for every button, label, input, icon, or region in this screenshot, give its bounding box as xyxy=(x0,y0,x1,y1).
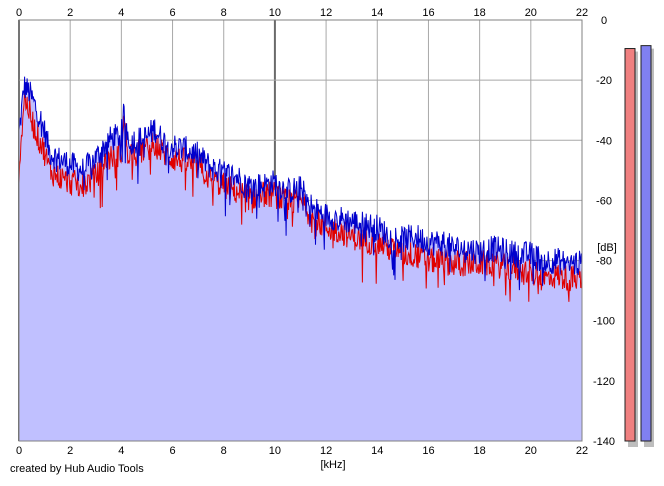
level-meters xyxy=(624,45,654,448)
x-tick-label-top: 0 xyxy=(16,7,22,19)
meter-left-bar xyxy=(624,48,636,442)
y-tick-label: -20 xyxy=(596,75,612,87)
x-tick-label-bottom: 0 xyxy=(16,445,22,457)
series-line-blue xyxy=(18,76,583,291)
x-tick-label-bottom: 12 xyxy=(320,445,332,457)
x-tick-label-bottom: 14 xyxy=(371,445,383,457)
x-tick-label-top: 6 xyxy=(169,7,175,19)
y-tick-label: -40 xyxy=(596,135,612,147)
x-tick-label-top: 22 xyxy=(576,7,588,19)
x-tick-label-bottom: 10 xyxy=(269,445,281,457)
x-tick-label-bottom: 8 xyxy=(221,445,227,457)
y-tick-label: -80 xyxy=(596,256,612,268)
x-tick-label-top: 20 xyxy=(525,7,537,19)
y-tick-label: -100 xyxy=(593,316,615,328)
meter-right-bar xyxy=(640,45,652,442)
x-tick-label-bottom: 4 xyxy=(118,445,124,457)
x-tick-label-top: 16 xyxy=(422,7,434,19)
x-tick-label-bottom: 18 xyxy=(474,445,486,457)
x-tick-label-top: 12 xyxy=(320,7,332,19)
credit-text: created by Hub Audio Tools xyxy=(10,463,144,475)
x-axis-label: [kHz] xyxy=(320,459,345,471)
y-axis-label: [dB] xyxy=(597,242,617,254)
y-tick-labels: 0 -20 -40 -60 -80 -100 -120 -140 xyxy=(593,15,615,448)
x-tick-label-top: 18 xyxy=(474,7,486,19)
plot-border xyxy=(18,19,583,442)
plot-frame xyxy=(18,19,583,442)
series-lines xyxy=(18,76,583,302)
x-tick-label-bottom: 16 xyxy=(422,445,434,457)
x-tick-label-bottom: 22 xyxy=(576,445,588,457)
x-tick-labels-bottom: 0 2 4 6 8 10 12 14 16 18 20 22 xyxy=(16,445,588,457)
y-tick-label: -60 xyxy=(596,195,612,207)
spectrum-area xyxy=(19,76,582,441)
y-tick-label: 0 xyxy=(601,15,607,27)
x-tick-label-bottom: 2 xyxy=(67,445,73,457)
y-tick-label: -140 xyxy=(593,436,615,448)
x-tick-label-top: 14 xyxy=(371,7,383,19)
x-tick-label-top: 4 xyxy=(118,7,124,19)
x-tick-labels-top: 0 2 4 6 8 10 12 14 16 18 20 22 xyxy=(16,7,588,19)
x-tick-label-bottom: 6 xyxy=(169,445,175,457)
x-tick-label-top: 2 xyxy=(67,7,73,19)
spectrum-fill xyxy=(19,76,582,441)
x-tick-label-top: 10 xyxy=(269,7,281,19)
x-tick-label-top: 8 xyxy=(221,7,227,19)
y-tick-label: -120 xyxy=(593,376,615,388)
x-tick-label-bottom: 20 xyxy=(525,445,537,457)
